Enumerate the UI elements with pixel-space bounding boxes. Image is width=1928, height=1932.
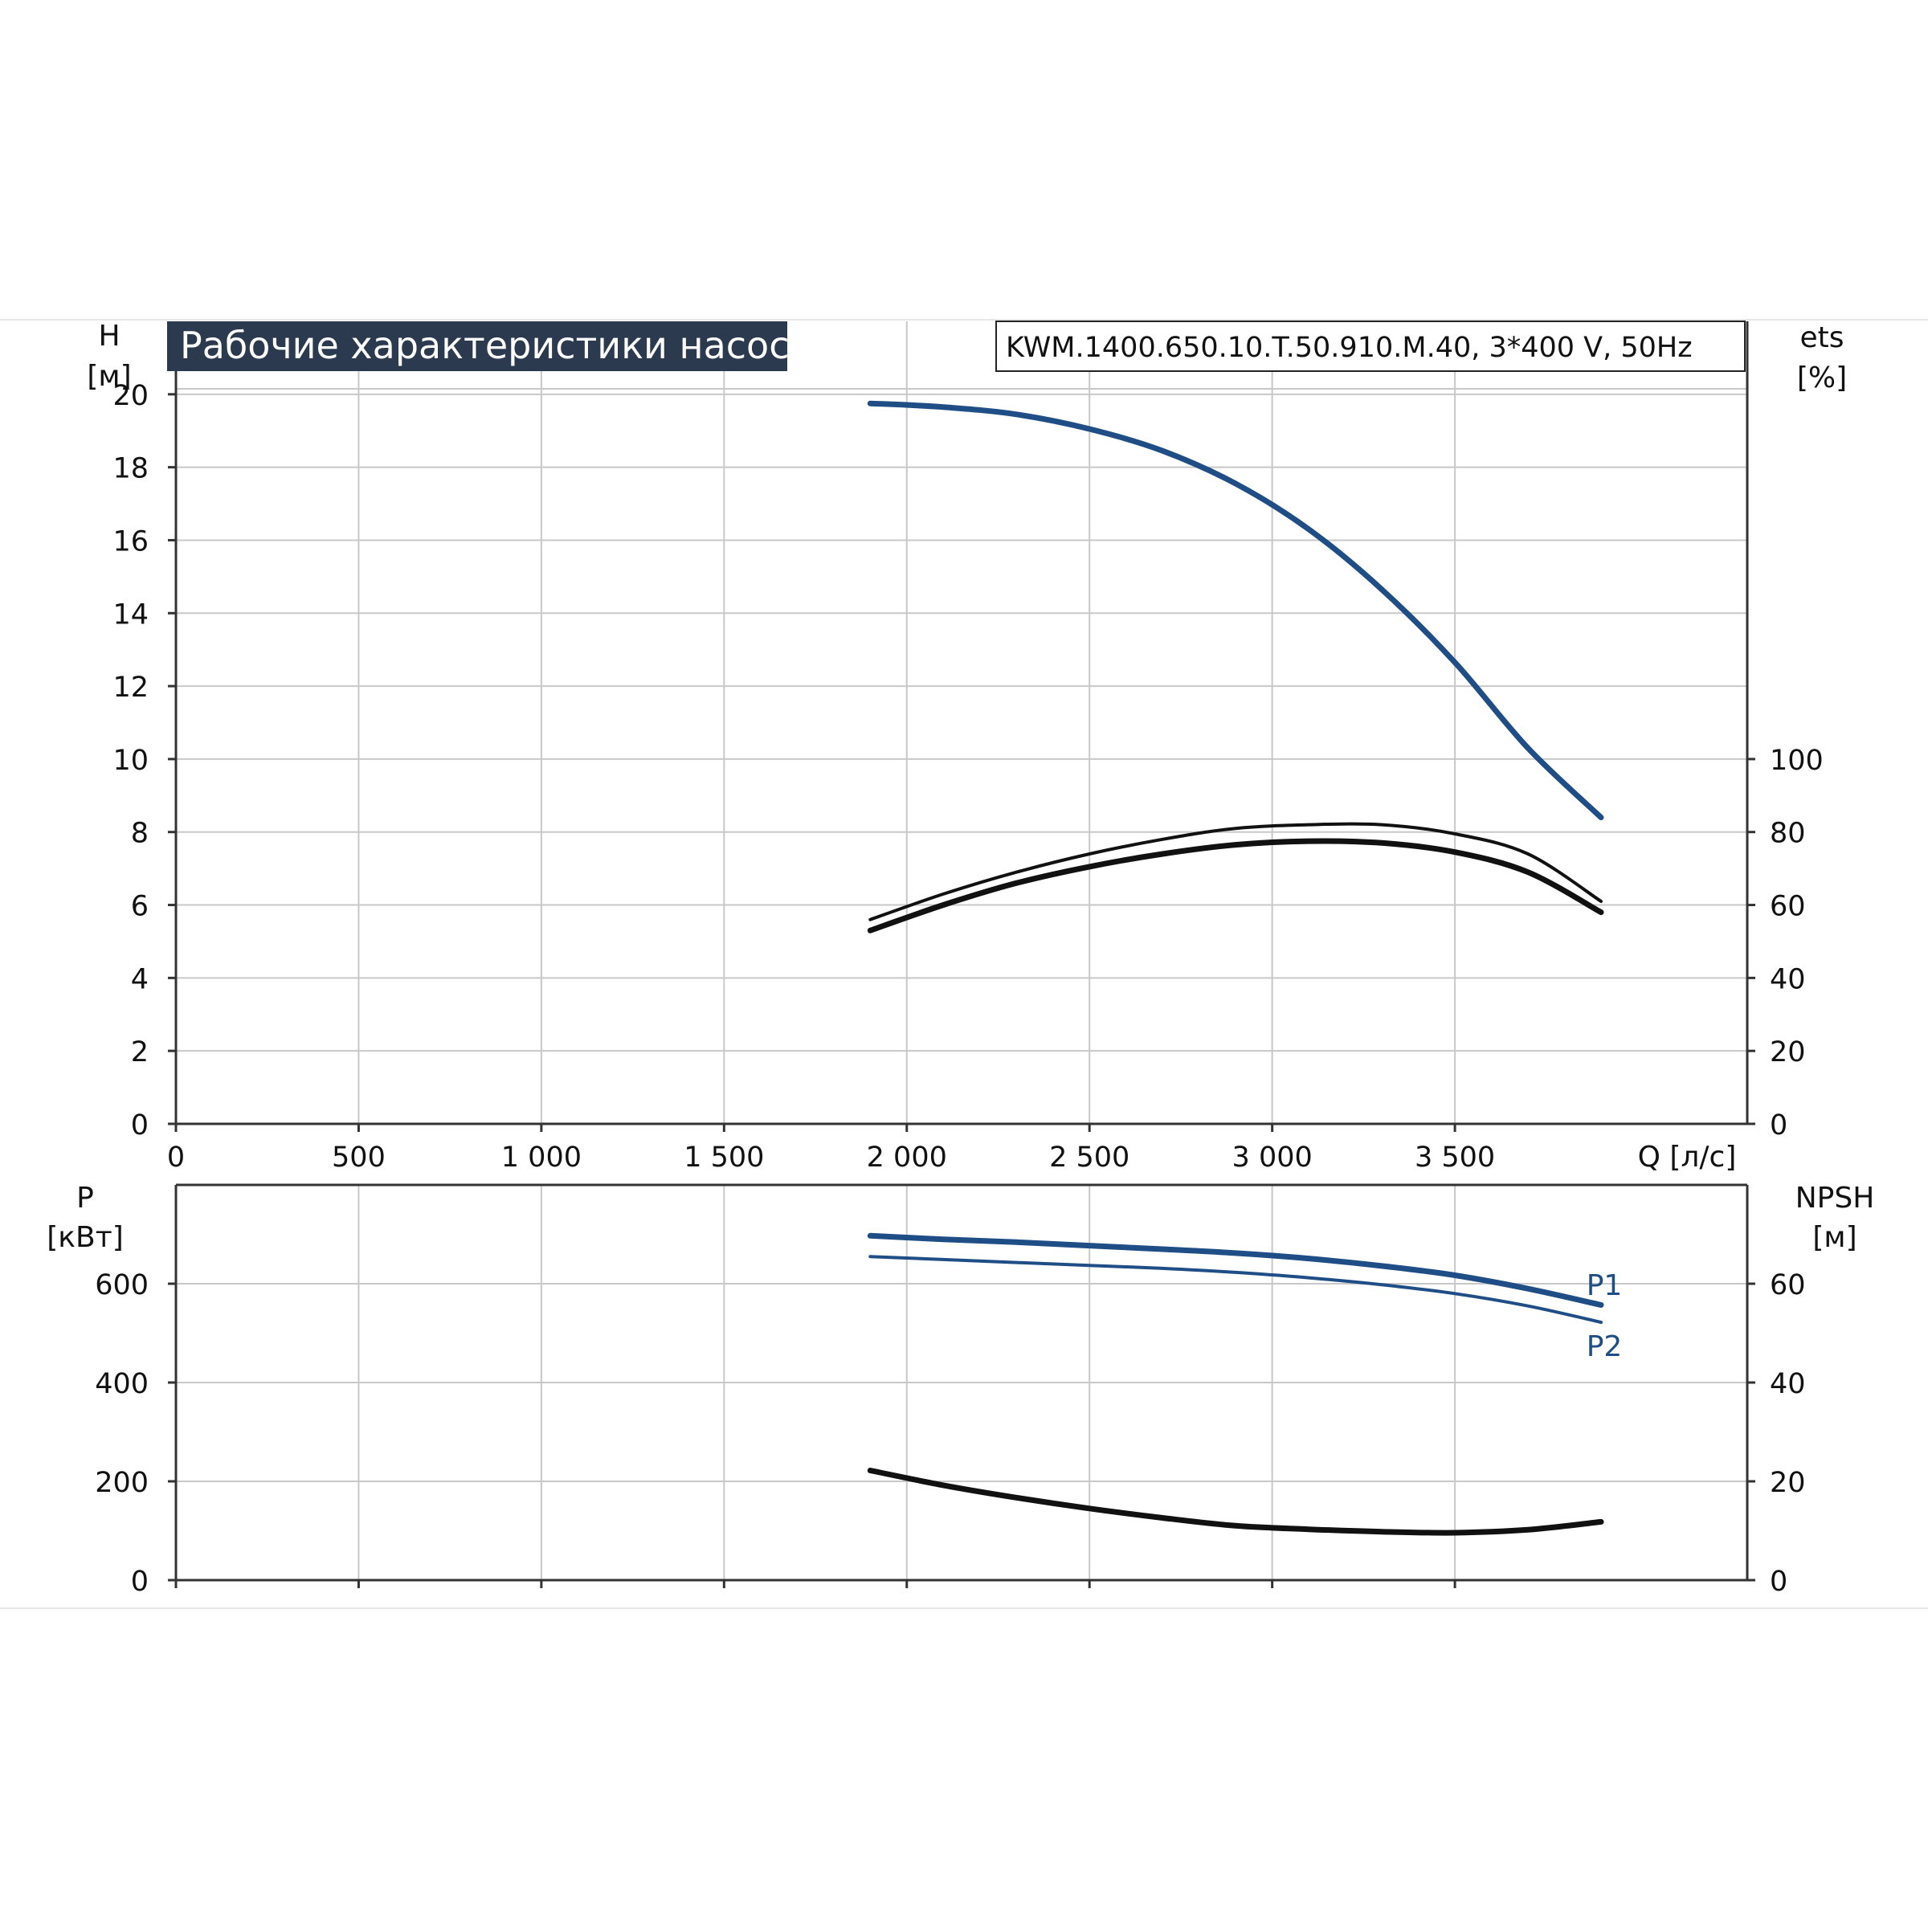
x-tick-label: 0 — [167, 1142, 185, 1174]
lower-left-tick-label: 0 — [131, 1566, 149, 1598]
upper-series-2-line — [867, 838, 1604, 933]
upper-left-tick-label: 6 — [131, 891, 149, 923]
upper-left-axis-label-line2: [м] — [87, 360, 131, 393]
lower-right-axis-label-line2: [м] — [1812, 1221, 1857, 1254]
upper-left-tick-label: 10 — [112, 745, 149, 777]
lower-grid — [176, 1185, 1747, 1580]
upper-left-tick-label: 14 — [112, 598, 149, 631]
title-banner — [167, 321, 787, 371]
upper-left-tick-label: 16 — [112, 525, 149, 558]
upper-right-tick-label: 20 — [1770, 1036, 1806, 1068]
model-label: KWM.1400.650.10.T.50.910.M.40, 3*400 V, … — [1006, 332, 1693, 364]
x-tick-label: 1 500 — [684, 1142, 764, 1174]
upper-left-tick-label: 4 — [131, 963, 149, 995]
lower-left-tick-label: 200 — [95, 1467, 149, 1499]
series-p2-line — [868, 1255, 1603, 1324]
x-tick-label: 2 000 — [867, 1142, 947, 1174]
upper-left-tick-label: 2 — [131, 1036, 149, 1068]
upper-left-tick-label: 8 — [131, 818, 149, 850]
model-box — [995, 321, 1746, 372]
upper-right-tick-label: 60 — [1770, 891, 1806, 923]
x-tick-label: 3 000 — [1232, 1142, 1313, 1174]
upper-right-tick-label: 80 — [1770, 818, 1806, 850]
lower-left-tick-label: 400 — [95, 1368, 149, 1400]
upper-right-axis-label-line2: [%] — [1797, 361, 1847, 394]
upper-grid — [176, 321, 1747, 1124]
lower-right-tick-label: 60 — [1770, 1269, 1806, 1301]
lower-left-axis-label-line1: P — [76, 1182, 94, 1215]
upper-left-axis-label-line1: H — [98, 320, 120, 353]
x-axis-label: Q [л/с] — [1638, 1141, 1737, 1174]
upper-right-tick-label: 100 — [1770, 745, 1824, 777]
upper-left-tick-label: 12 — [112, 672, 149, 704]
lower-left-axis-label-line2: [кВт] — [47, 1221, 124, 1254]
upper-right-axis-label-line1: ets — [1799, 321, 1844, 354]
x-tick-label: 500 — [332, 1142, 386, 1174]
upper-right-tick-label: 0 — [1770, 1109, 1787, 1142]
upper-left-tick-label: 18 — [112, 453, 149, 485]
x-tick-label: 3 500 — [1415, 1142, 1495, 1174]
lower-series-2-line — [867, 1468, 1604, 1536]
lower-right-tick-label: 20 — [1770, 1467, 1806, 1499]
series-label-p2: P2 — [1587, 1330, 1623, 1363]
upper-left-tick-label: 0 — [131, 1109, 149, 1142]
upper-series-0-line — [867, 400, 1604, 821]
lower-series-group — [867, 1232, 1604, 1536]
x-tick-label: 1 000 — [501, 1142, 582, 1174]
upper-series-group — [867, 400, 1604, 933]
x-tick-label: 2 500 — [1049, 1142, 1129, 1174]
upper-left-tick-label: 20 — [112, 380, 149, 412]
upper-right-tick-label: 40 — [1770, 963, 1806, 995]
lower-right-tick-label: 40 — [1770, 1368, 1806, 1400]
lower-right-tick-label: 0 — [1770, 1566, 1787, 1598]
lower-left-tick-label: 600 — [95, 1269, 149, 1301]
upper-series-1-line — [868, 822, 1603, 921]
series-p1-line — [867, 1232, 1604, 1308]
series-label-p1: P1 — [1587, 1269, 1623, 1302]
chart-title: Рабочие характеристики насоса — [180, 324, 812, 367]
lower-right-axis-label-line1: NPSH — [1795, 1182, 1875, 1215]
